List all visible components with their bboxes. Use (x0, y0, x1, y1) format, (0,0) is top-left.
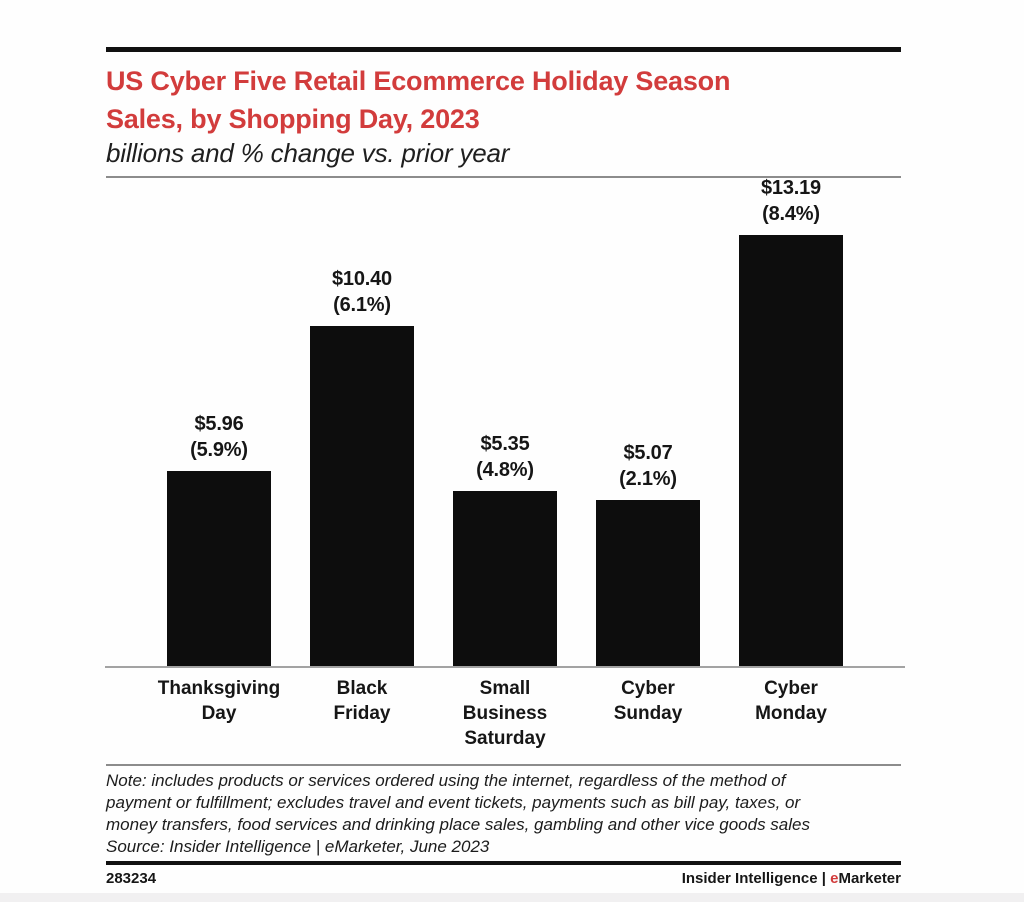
bar-cyber-sunday (596, 500, 700, 666)
chart-title-line-2: Sales, by Shopping Day, 2023 (106, 104, 480, 134)
bottom-edge-strip (0, 893, 1024, 902)
bar-value-label-small-business-saturday: $5.35 (4.8%) (476, 433, 534, 481)
top-divider (106, 47, 901, 52)
footer: 283234 Insider Intelligence | eMarketer (106, 870, 901, 887)
x-axis-label-black-friday: Black Friday (333, 678, 391, 724)
x-axis-label-thanksgiving-day: Thanksgiving Day (157, 678, 281, 724)
bar-value-label-cyber-sunday: $5.07 (2.1%) (619, 442, 677, 490)
bar-cyber-monday (739, 235, 843, 666)
x-axis-label-small-business-saturday: Small Business Saturday (462, 678, 548, 749)
bar-value-label-thanksgiving-day: $5.96 (5.9%) (190, 413, 248, 461)
brand-rest: Marketer (838, 870, 901, 887)
chart-id: 283234 (106, 870, 157, 887)
brand-wordmark: Insider Intelligence | eMarketer (682, 870, 901, 887)
bar-value-label-cyber-monday: $13.19 (8.4%) (761, 177, 821, 225)
chart-title: US Cyber Five Retail Ecommerce Holiday S… (106, 62, 916, 138)
note-block: Note: includes products or services orde… (106, 770, 916, 858)
bar-small-business-saturday (453, 491, 557, 666)
bottom-divider (106, 861, 901, 865)
source-text: Source: Insider Intelligence | eMarketer… (106, 837, 490, 856)
subtitle-divider (106, 176, 901, 178)
bar-thanksgiving-day (167, 471, 271, 666)
bar-black-friday (310, 326, 414, 666)
chart-title-line-1: US Cyber Five Retail Ecommerce Holiday S… (106, 66, 731, 96)
note-text: Note: includes products or services orde… (106, 771, 810, 834)
chart-subtitle: billions and % change vs. prior year (106, 138, 510, 168)
brand-prefix: Insider Intelligence | (681, 870, 831, 887)
x-axis-label-cyber-monday: Cyber Monday (755, 678, 827, 724)
brand-e-letter: e (830, 870, 839, 887)
note-divider (106, 764, 901, 766)
x-axis-label-cyber-sunday: Cyber Sunday (613, 678, 683, 724)
x-axis-line (105, 666, 905, 668)
bar-chart-plot-area: $5.96 (5.9%) $10.40 (6.1%) $5.35 (4.8%) $5.… (105, 177, 905, 668)
bar-value-label-black-friday: $10.40 (6.1%) (332, 268, 392, 316)
x-axis-labels: Thanksgiving Day Black Friday Small Busine… (105, 676, 905, 768)
